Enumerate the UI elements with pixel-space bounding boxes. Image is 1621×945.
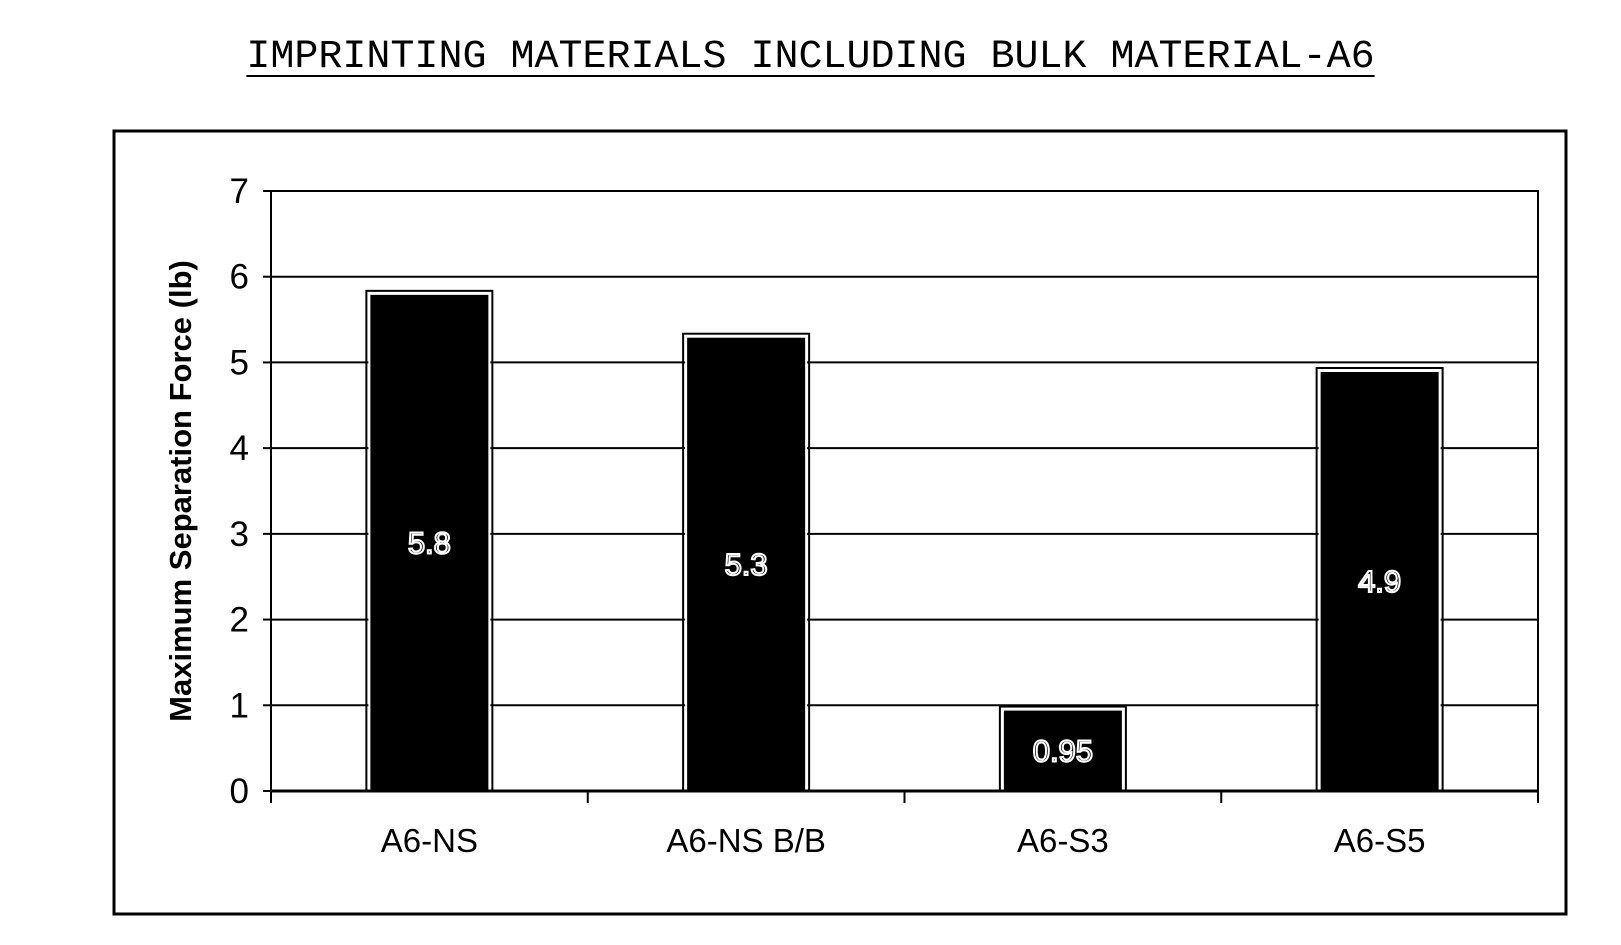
x-category-label: A6-S5: [1334, 822, 1426, 859]
y-tick-label: 1: [230, 686, 249, 725]
y-tick-label: 0: [230, 772, 249, 811]
data-label: 5.8: [408, 525, 451, 560]
y-tick-label: 7: [230, 172, 249, 211]
data-label: 4.9: [1358, 564, 1401, 599]
x-category-label: A6-NS: [381, 822, 478, 859]
x-category-label: A6-NS B/B: [666, 822, 826, 859]
y-axis-label: Maximum Separation Force (lb): [163, 260, 198, 722]
y-tick-label: 3: [230, 515, 249, 554]
y-tick-label: 2: [230, 601, 249, 640]
y-tick-label: 6: [230, 258, 249, 297]
data-label: 0.95: [1033, 733, 1093, 768]
data-label: 5.3: [725, 547, 768, 582]
y-tick-label: 4: [230, 429, 249, 468]
y-tick-label: 5: [230, 343, 249, 382]
x-category-label: A6-S3: [1017, 822, 1109, 859]
